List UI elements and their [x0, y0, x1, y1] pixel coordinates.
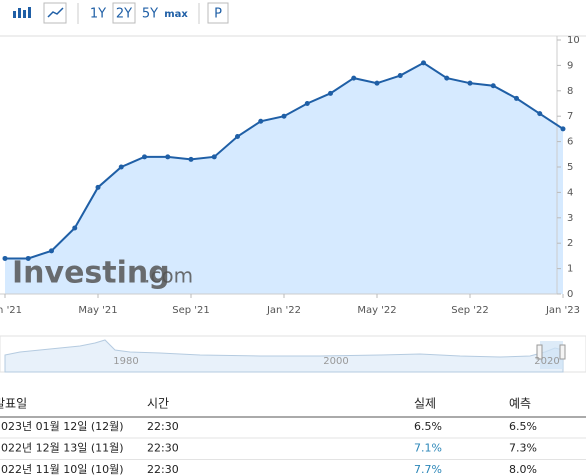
y-tick-label: 9: [567, 60, 573, 71]
selected-range-box: [112, 2, 136, 24]
table-cell: 22:30: [147, 442, 179, 455]
watermark: Investing: [12, 256, 170, 291]
navigator-label: 2020: [534, 356, 559, 367]
x-tick-label: Jan '22: [266, 305, 301, 316]
point: [2, 255, 8, 261]
p-button-box: [207, 2, 229, 24]
line-chart-icon: [47, 7, 64, 18]
bar-chart-icon[interactable]: [13, 7, 31, 18]
table-cell: 2022년 11월 10일 (10월): [0, 462, 124, 476]
point: [258, 118, 264, 124]
navigator-handle[interactable]: [536, 344, 543, 360]
point: [49, 248, 54, 254]
y-tick-label: 2: [567, 238, 573, 249]
navigator-label: 1980: [113, 356, 138, 367]
y-tick-label: 3: [567, 213, 573, 224]
y-tick-label: 8: [567, 86, 573, 97]
x-tick-label: May '22: [357, 305, 396, 316]
table: 발표일 시간 실제 예측 2023년 01월 12일 (12월) 22:30 6.5% 6.5…: [0, 397, 586, 476]
y-tick-label: 0: [567, 289, 573, 300]
y-tick-label: 4: [567, 187, 573, 198]
column-header: 발표일: [0, 397, 27, 411]
toolbar: P 1Y 2Y 5Y max: [13, 2, 229, 24]
x-tick-label: May '21: [78, 305, 117, 316]
point: [397, 73, 403, 79]
table-cell: 8.0%: [509, 463, 537, 476]
point: [467, 80, 473, 86]
navigator-handle[interactable]: [559, 344, 566, 360]
point: [351, 75, 357, 81]
x-tick-label: Sep '21: [172, 305, 210, 316]
point: [444, 75, 450, 81]
point: [235, 134, 240, 140]
column-header: 예측: [509, 397, 531, 411]
point: [118, 164, 124, 170]
range-button[interactable]: 5Y: [142, 7, 158, 22]
point: [281, 113, 287, 119]
y-tick-label: 5: [567, 162, 573, 173]
table-cell: 6.5%: [414, 420, 442, 433]
table-cell: 7.3%: [509, 442, 537, 455]
point: [374, 80, 380, 86]
y-tick-label: 7: [567, 111, 573, 122]
table-cell: 2023년 01월 12일 (12월): [0, 419, 124, 433]
point: [211, 154, 217, 160]
p-button[interactable]: P: [214, 7, 222, 22]
plot-area: 0 1 2 3 4 5 6 7 8 9 10 Jan '21 May '21 Sep '21 Jan '22…: [0, 35, 580, 316]
point: [95, 184, 101, 190]
point: [72, 225, 78, 231]
point: [328, 90, 333, 96]
range-button[interactable]: 1Y: [90, 7, 106, 22]
watermark-suffix: .com: [144, 264, 193, 288]
point: [142, 154, 147, 160]
x-tick-label: Sep '22: [451, 305, 489, 316]
point: [490, 83, 496, 89]
point: [188, 156, 194, 162]
area: [5, 62, 563, 294]
point: [304, 101, 310, 106]
point: [560, 126, 566, 132]
table-cell: 7.1%: [414, 442, 442, 455]
table-cell: 7.7%: [414, 463, 442, 476]
table-cell: 22:30: [147, 463, 179, 476]
point: [537, 111, 543, 117]
column-header: 실제: [414, 397, 436, 411]
table-cell: 2022년 12월 13일 (11월): [0, 441, 124, 455]
x-tick-label: Jan '21: [0, 305, 22, 316]
range-button[interactable]: max: [164, 9, 188, 20]
navigator: 1980 2000 2020: [0, 335, 586, 373]
navigator-label: 2000: [323, 356, 348, 367]
y-tick-label: 10: [567, 35, 580, 46]
point: [514, 95, 519, 101]
range-button[interactable]: 2Y: [116, 7, 132, 22]
table-cell: 22:30: [147, 420, 179, 433]
y-tick-label: 6: [567, 137, 573, 148]
column-header: 시간: [147, 397, 169, 411]
x-tick-label: Jan '23: [545, 305, 580, 316]
y-tick-label: 1: [567, 264, 573, 275]
point: [421, 60, 426, 66]
navigator-window[interactable]: [540, 341, 563, 369]
point: [25, 255, 31, 261]
table-cell: 6.5%: [509, 420, 537, 433]
point: [165, 154, 171, 160]
